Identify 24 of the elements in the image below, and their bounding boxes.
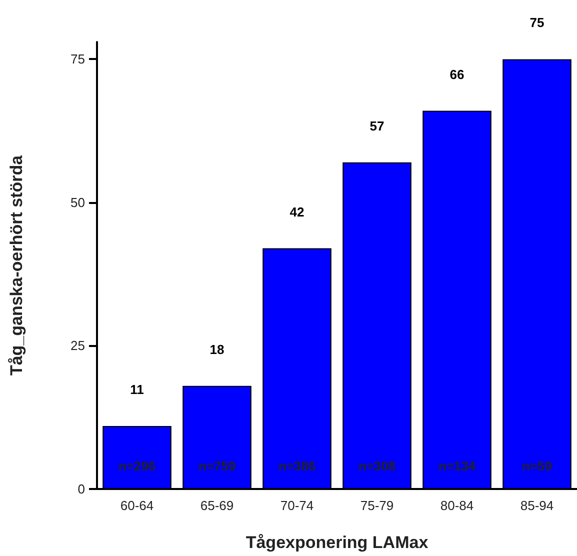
annotation: n=59 [522, 458, 552, 474]
x-tick-label: 70-74 [280, 498, 314, 513]
y-tick-label: 25 [70, 338, 85, 354]
data-label: 66 [450, 66, 464, 82]
y-axis-title: Tåg_ganska-oerhört störda [7, 154, 26, 376]
annotation: n=308 [358, 458, 396, 474]
x-tick-label: 80-84 [440, 498, 474, 513]
data-label: 57 [370, 118, 384, 134]
y-tick-label: 0 [78, 482, 85, 496]
x-tick-label: 75-79 [360, 498, 394, 513]
x-axis-title: Tågexponering LAMax [246, 533, 429, 552]
x-tick-label: 60-64 [120, 498, 154, 513]
data-label: 18 [210, 342, 224, 357]
data-label: 75 [530, 15, 544, 30]
annotation: n=759 [198, 458, 236, 474]
y-tick-label: 50 [70, 194, 85, 210]
x-tick-label: 85-94 [520, 498, 554, 513]
data-label: 42 [290, 204, 304, 220]
annotation: n=386 [278, 458, 316, 474]
annotation: n=134 [438, 458, 476, 474]
x-tick-label: 65-69 [200, 498, 234, 513]
data-label: 11 [130, 382, 144, 397]
annotation: n=296 [118, 458, 156, 474]
y-tick-label: 75 [70, 52, 85, 67]
